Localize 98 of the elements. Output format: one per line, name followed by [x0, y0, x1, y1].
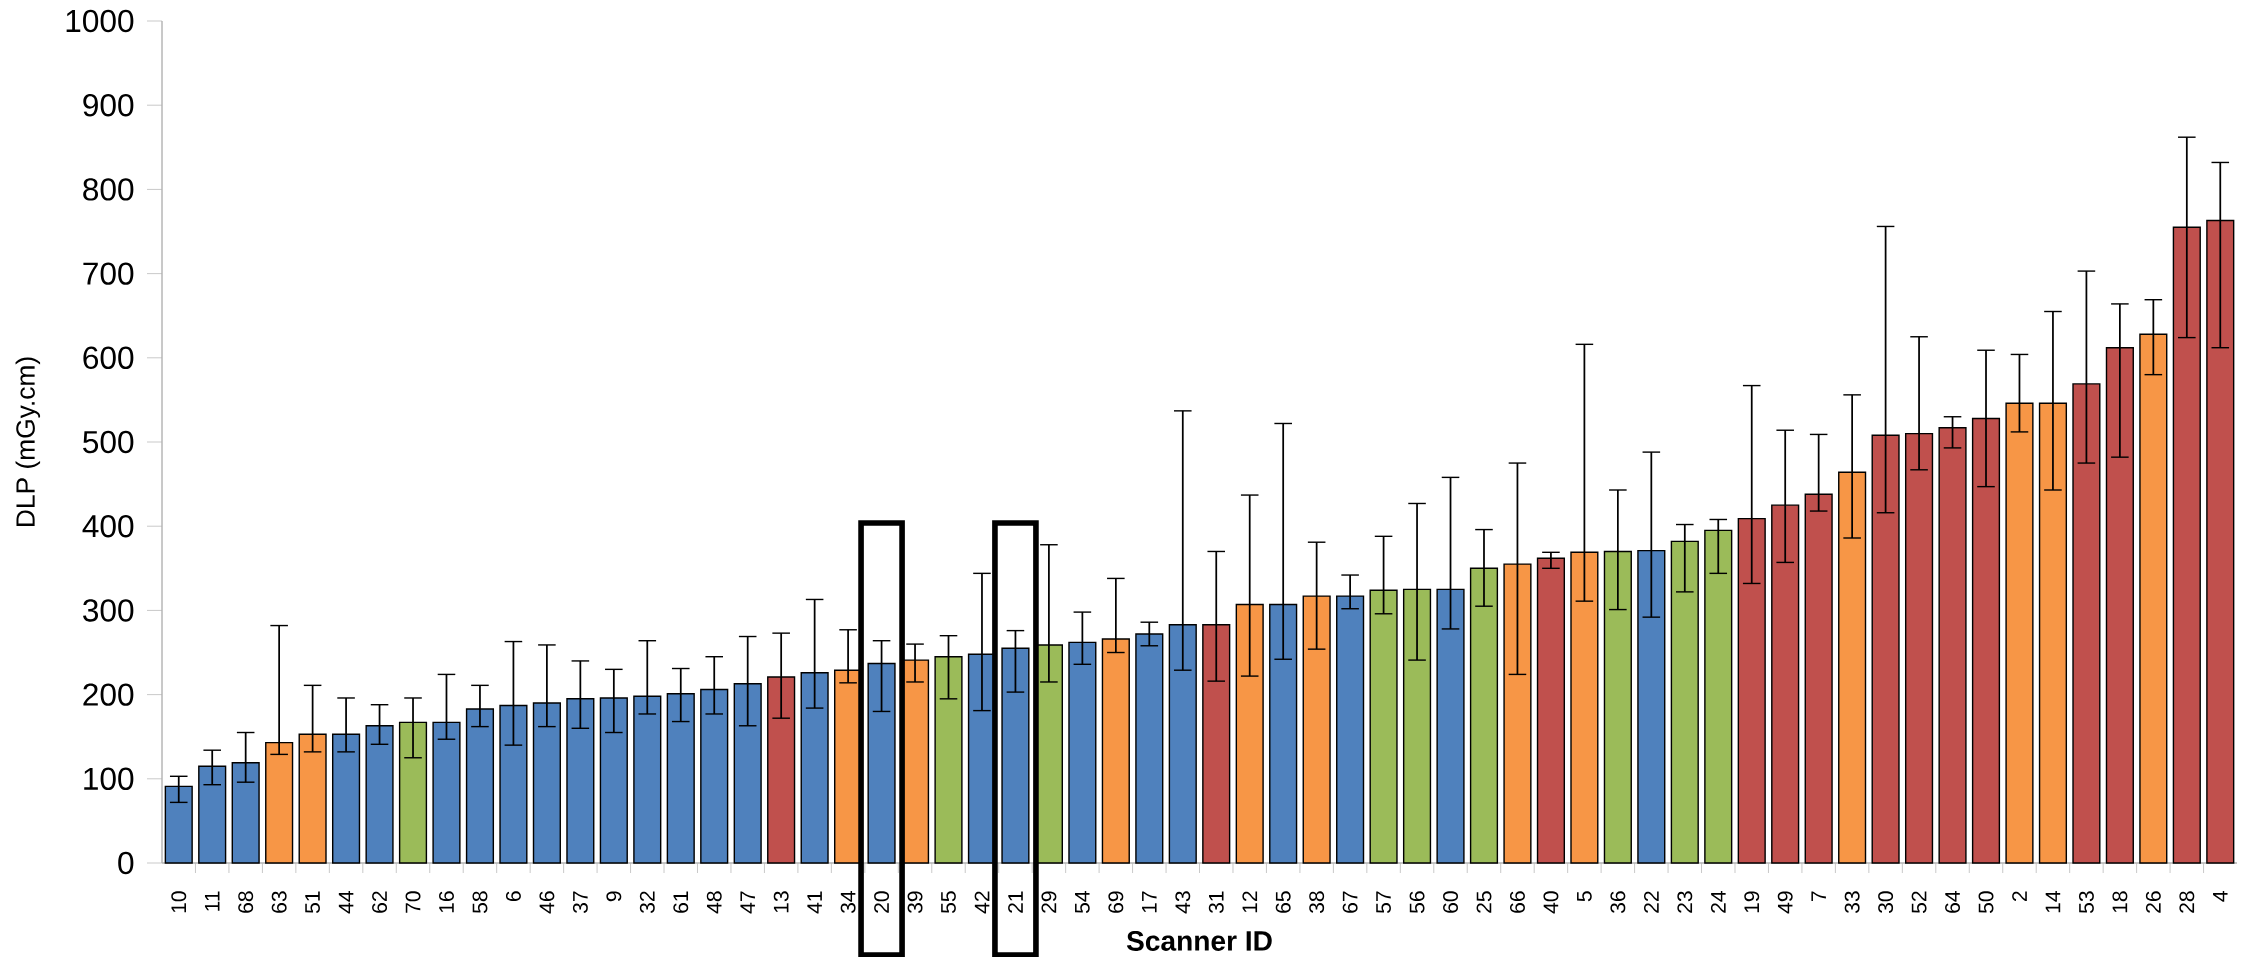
bar	[2038, 402, 2068, 864]
x-tick-label: 20	[874, 891, 890, 913]
x-tick-label: 19	[1744, 891, 1760, 913]
x-tick-label: 49	[1777, 891, 1793, 914]
bar	[1469, 567, 1499, 864]
bar	[1436, 588, 1465, 864]
bar	[633, 695, 662, 864]
x-tick-label: 53	[2078, 891, 2094, 914]
x-tick-label: 6	[505, 891, 521, 902]
bar	[1704, 529, 1733, 864]
x-tick-label: 65	[1275, 891, 1291, 913]
y-tick-label: 700	[83, 262, 134, 285]
x-tick-label: 33	[1844, 891, 1860, 914]
x-tick-label: 17	[1142, 891, 1157, 913]
x-tick-label: 43	[1175, 891, 1191, 914]
x-tick-label: 18	[2112, 891, 2128, 913]
bar	[1838, 471, 1867, 864]
x-tick-label: 60	[1443, 891, 1458, 913]
bar	[1001, 647, 1030, 864]
x-tick-label: 34	[840, 891, 856, 914]
x-tick-label: 11	[204, 891, 220, 911]
x-tick-label: 22	[1643, 891, 1659, 913]
bar	[2139, 333, 2168, 864]
x-tick-label: 61	[673, 891, 689, 913]
x-tick-label: 64	[1945, 891, 1961, 913]
y-tick-label: 500	[83, 430, 134, 454]
x-tick-label: 70	[405, 891, 421, 913]
y-tick-label: 0	[118, 851, 134, 875]
y-tick-label: 200	[83, 683, 134, 706]
x-tick-label: 24	[1710, 891, 1726, 913]
x-tick-label: 58	[472, 891, 488, 914]
x-tick-label: 2	[2012, 891, 2027, 902]
x-tick-label: 69	[1108, 891, 1124, 913]
x-tick-label: 39	[907, 891, 923, 914]
x-tick-label: 25	[1476, 891, 1492, 913]
x-tick-label: 44	[338, 891, 354, 914]
bar	[1570, 551, 1599, 864]
x-tick-label: 67	[1342, 891, 1358, 913]
bar	[398, 721, 428, 864]
bar	[1536, 557, 1566, 864]
x-tick-label: 37	[572, 891, 588, 914]
x-tick-label: 7	[1811, 891, 1826, 902]
x-tick-label: 13	[773, 891, 789, 913]
x-tick-label: 5	[1577, 891, 1592, 902]
x-tick-label: 32	[639, 891, 655, 914]
y-tick-label: 100	[84, 767, 134, 791]
x-tick-label: 29	[1041, 891, 1057, 913]
y-axis-title: DLP (mGy.cm)	[15, 357, 41, 527]
y-tick-label: 400	[82, 515, 134, 538]
x-tick-label: 50	[1978, 891, 1994, 914]
x-tick-label: 42	[974, 891, 990, 914]
bar	[2005, 402, 2034, 864]
bar	[1971, 417, 2001, 864]
bar	[2172, 226, 2201, 864]
x-tick-label: 52	[1911, 891, 1927, 914]
x-tick-label: 12	[1242, 891, 1258, 913]
bar	[1603, 550, 1632, 864]
x-tick-label: 46	[539, 891, 555, 914]
x-tick-label: 66	[1510, 891, 1525, 913]
x-tick-label: 21	[1008, 891, 1023, 913]
y-tick-label: 1000	[66, 9, 134, 33]
x-tick-label: 47	[740, 891, 755, 914]
x-tick-label: 30	[1878, 891, 1894, 914]
x-tick-label: 10	[171, 891, 187, 913]
bar	[1804, 493, 1833, 864]
x-tick-label: 55	[941, 891, 956, 914]
x-tick-label: 14	[2045, 891, 2061, 913]
x-tick-label: 68	[238, 891, 254, 913]
y-tick-label: 900	[83, 93, 134, 117]
x-tick-label: 40	[1543, 891, 1559, 914]
x-tick-label: 48	[706, 891, 722, 914]
bar	[867, 662, 896, 864]
x-axis-title: Scanner ID	[1126, 931, 1272, 951]
y-tick-label: 300	[83, 599, 134, 622]
bar	[1670, 540, 1699, 864]
x-tick-label: 9	[606, 891, 622, 902]
x-tick-label: 23	[1677, 891, 1693, 913]
x-tick-label: 57	[1376, 891, 1391, 914]
bar	[1871, 434, 1900, 864]
x-tick-label: 4	[2213, 891, 2228, 902]
bar	[164, 785, 193, 864]
bar	[1068, 641, 1097, 864]
x-tick-label: 28	[2179, 891, 2195, 913]
x-tick-label: 38	[1309, 891, 1325, 914]
x-tick-label: 36	[1610, 891, 1626, 914]
x-tick-label: 62	[372, 891, 388, 913]
x-tick-label: 26	[2145, 891, 2161, 913]
x-tick-label: 41	[807, 891, 822, 914]
x-tick-label: 16	[439, 891, 454, 913]
bar	[432, 721, 461, 864]
x-tick-label: 54	[1075, 891, 1090, 914]
x-tick-label: 63	[271, 891, 287, 913]
x-tick-label: 56	[1409, 891, 1425, 914]
y-tick-label: 600	[83, 346, 134, 370]
y-tick-label: 800	[83, 178, 134, 201]
x-tick-label: 31	[1208, 891, 1224, 914]
bar	[1402, 588, 1432, 864]
x-tick-label: 51	[305, 891, 320, 914]
